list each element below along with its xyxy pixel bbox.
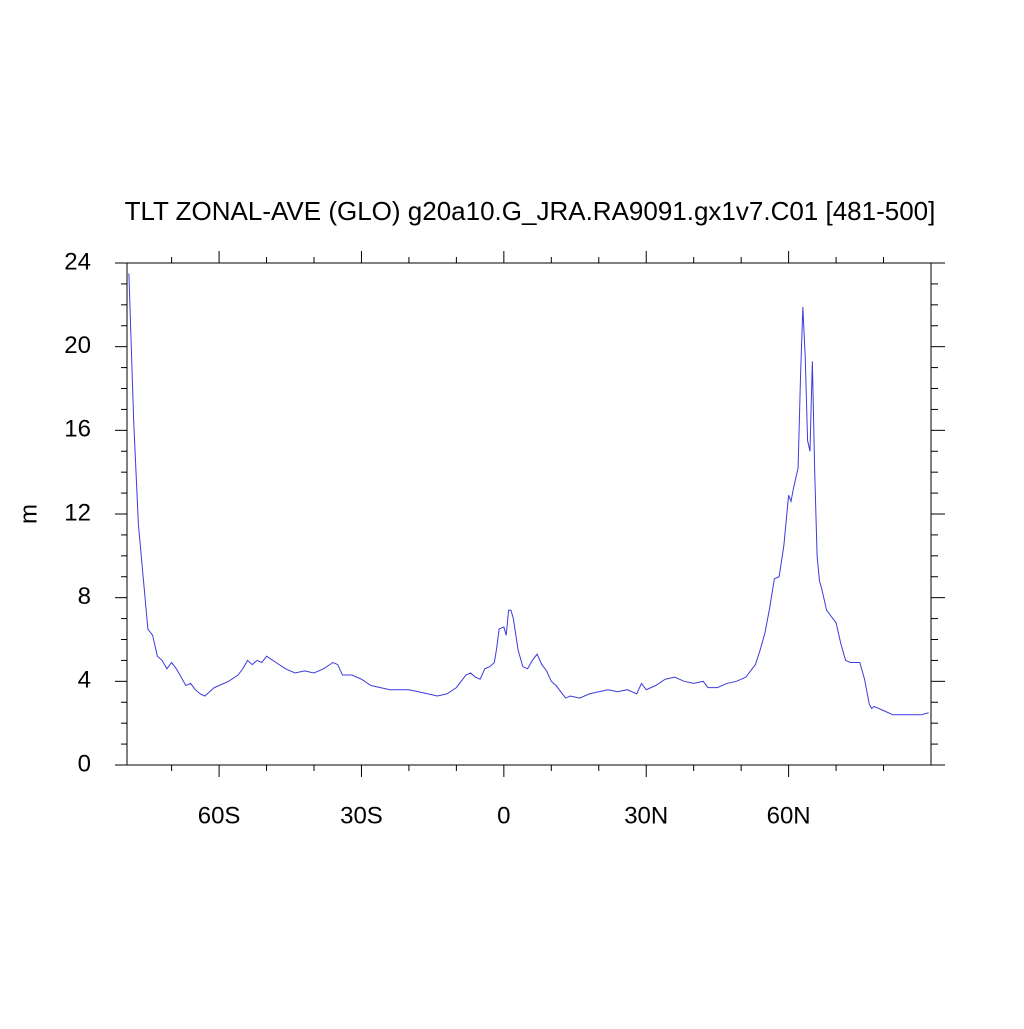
data-line [128, 273, 929, 716]
y-tick-label: 12 [64, 499, 91, 526]
y-tick-label: 24 [64, 248, 91, 275]
y-tick-label: 8 [78, 583, 91, 610]
x-tick-label: 30N [624, 802, 668, 829]
x-tick-label: 60N [767, 802, 811, 829]
chart-title: TLT ZONAL-AVE (GLO) g20a10.G_JRA.RA9091.… [125, 196, 936, 226]
y-tick-label: 4 [78, 667, 91, 694]
y-tick-label: 20 [64, 332, 91, 359]
y-tick-label: 16 [64, 416, 91, 443]
y-tick-label: 0 [78, 750, 91, 777]
x-tick-label: 60S [198, 802, 241, 829]
plot-frame [126, 262, 932, 766]
y-axis-label: m [15, 504, 42, 524]
x-tick-label: 30S [340, 802, 383, 829]
x-tick-label: 0 [497, 802, 510, 829]
